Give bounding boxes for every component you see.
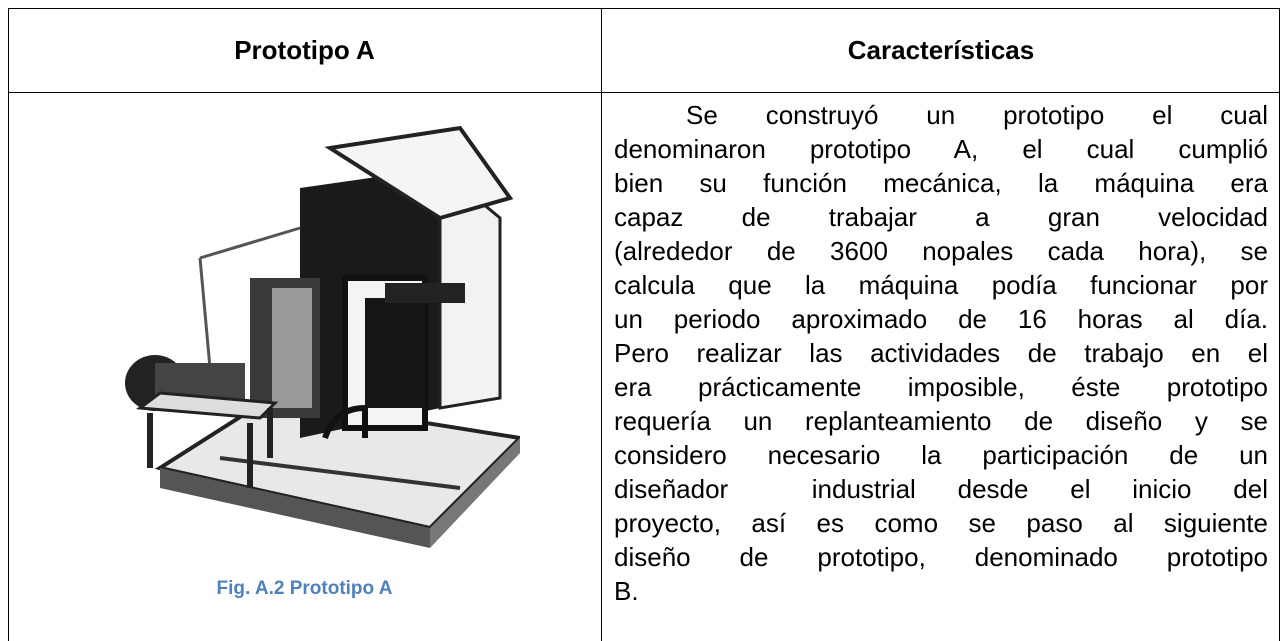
text-line: capaz de trabajar a gran velocidad: [614, 202, 1268, 232]
header-cell: Prototipo A: [234, 34, 375, 65]
text-line: proyecto, así es como se paso al siguien…: [614, 508, 1268, 538]
text-line: un periodo aproximado de 16 horas al día…: [614, 304, 1268, 334]
text-line: era prácticamente imposible, éste protot…: [614, 372, 1268, 402]
text-line: Se construyó un prototipo el cual: [686, 100, 1268, 130]
row-divider: [8, 92, 1280, 93]
text-line: bien su función mecánica, la máquina era: [614, 168, 1268, 198]
text-line: diseñador industrial desde el inicio del: [614, 474, 1268, 504]
text-line: considero necesario la participación de …: [614, 440, 1268, 470]
table-border: [8, 8, 1280, 641]
text-line: calcula que la máquina podía funcionar p…: [614, 270, 1268, 300]
text-line: Pero realizar las actividades de trabajo…: [614, 338, 1268, 368]
machine-photo: [125, 125, 520, 548]
figure-caption: Fig. A.2 Prototipo A: [216, 578, 393, 599]
header-cell: Características: [847, 34, 1035, 65]
text-line: requería un replanteamiento de diseño y …: [614, 406, 1268, 436]
text-line: diseño de prototipo, denominado prototip…: [614, 542, 1268, 572]
text-line: B.: [614, 576, 639, 606]
column-divider: [601, 8, 602, 641]
text-line: denominaron prototipo A, el cual cumplió: [614, 134, 1268, 164]
text-line: (alrededor de 3600 nopales cada hora), s…: [614, 236, 1268, 266]
description-paragraph: Se construyó un prototipo el cual denomin…: [614, 98, 1268, 608]
